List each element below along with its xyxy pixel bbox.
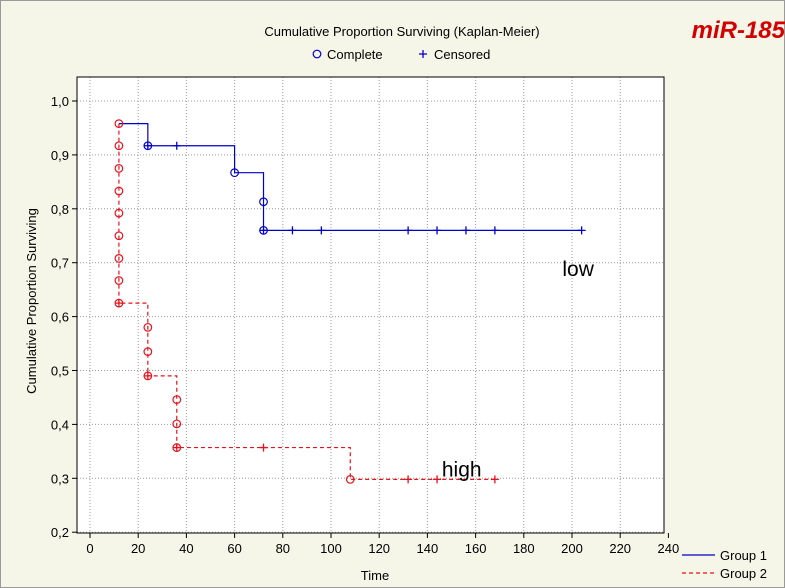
censored-marker	[577, 226, 586, 235]
censored-marker	[317, 226, 326, 235]
censored-marker	[433, 226, 442, 235]
survival-curve-group-1	[118, 123, 582, 231]
censored-marker	[172, 141, 181, 150]
y-tick-label: 0,8	[51, 202, 69, 217]
x-tick-label: 220	[609, 541, 631, 556]
x-tick-label: 140	[417, 541, 439, 556]
legend-group1-label: Group 1	[720, 548, 767, 563]
y-axis-ticks: 0,2 0,3 0,4 0,5 0,6 0,7 0,8 0,9 1,0	[51, 94, 77, 540]
censored-marker	[490, 226, 499, 235]
chart-title: Cumulative Proportion Surviving (Kaplan-…	[264, 24, 539, 39]
grid	[77, 77, 664, 533]
x-tick-label: 60	[227, 541, 241, 556]
legend-censored-label: Censored	[434, 47, 490, 62]
censored-marker	[461, 226, 470, 235]
censored-marker	[143, 371, 152, 380]
complete-marker	[114, 163, 124, 173]
legend-censored-symbol	[419, 50, 427, 58]
plot-area-background	[77, 77, 664, 533]
x-tick-label: 80	[276, 541, 290, 556]
x-tick-label: 120	[368, 541, 390, 556]
legend-complete-symbol	[312, 49, 322, 59]
censored-marker	[433, 475, 442, 484]
x-tick-label: 200	[561, 541, 583, 556]
x-tick-label: 0	[86, 541, 93, 556]
x-axis-label: Time	[361, 568, 389, 583]
legend-complete-label: Complete	[327, 47, 383, 62]
corner-label: miR-185	[692, 17, 785, 44]
x-tick-label: 100	[320, 541, 342, 556]
complete-marker	[114, 208, 124, 218]
complete-marker	[172, 419, 182, 429]
censored-marker	[490, 475, 499, 484]
x-tick-label: 40	[179, 541, 193, 556]
series-2	[114, 119, 499, 484]
y-tick-label: 0,3	[51, 471, 69, 486]
complete-marker	[172, 395, 182, 405]
censored-marker	[259, 443, 268, 452]
series-layer	[114, 119, 586, 484]
legend-group2-label: Group 2	[720, 566, 767, 581]
censored-marker	[172, 443, 181, 452]
x-tick-label: 240	[658, 541, 680, 556]
x-tick-label: 160	[465, 541, 487, 556]
complete-marker	[114, 119, 124, 129]
complete-marker	[114, 276, 124, 285]
series-1	[118, 123, 586, 235]
marker-legend: Complete Censored	[312, 47, 490, 62]
complete-marker	[114, 253, 124, 263]
complete-marker	[114, 186, 124, 196]
y-tick-label: 0,2	[51, 525, 69, 540]
complete-marker	[114, 231, 124, 241]
censored-marker	[259, 226, 268, 235]
y-tick-label: 1,0	[51, 94, 69, 109]
complete-marker	[345, 474, 355, 484]
censored-marker	[143, 141, 152, 150]
complete-marker	[259, 197, 268, 207]
censored-marker	[404, 475, 413, 484]
annotation-high: high	[442, 459, 482, 482]
y-axis-label: Cumulative Proportion Surviving	[24, 208, 39, 394]
complete-marker	[143, 322, 153, 332]
censored-marker	[114, 299, 123, 308]
y-tick-label: 0,5	[51, 364, 69, 379]
y-tick-label: 0,9	[51, 148, 69, 163]
plot-border	[76, 76, 665, 534]
x-tick-label: 180	[513, 541, 535, 556]
complete-marker	[230, 168, 240, 178]
y-tick-label: 0,4	[51, 417, 69, 432]
x-tick-label: 20	[131, 541, 145, 556]
annotations: low high	[442, 258, 595, 482]
censored-marker	[288, 226, 297, 235]
survival-curve-group-2	[118, 123, 495, 480]
complete-marker	[143, 347, 153, 357]
x-axis-ticks: 0 20 40 60 80 100 120 140 160 180 200 220 240	[86, 533, 679, 556]
complete-marker	[114, 141, 124, 151]
y-tick-label: 0,6	[51, 310, 69, 325]
y-tick-label: 0,7	[51, 256, 69, 271]
series-legend: Group 1 Group 2	[682, 548, 767, 581]
annotation-low: low	[562, 258, 594, 281]
censored-marker	[404, 226, 413, 235]
